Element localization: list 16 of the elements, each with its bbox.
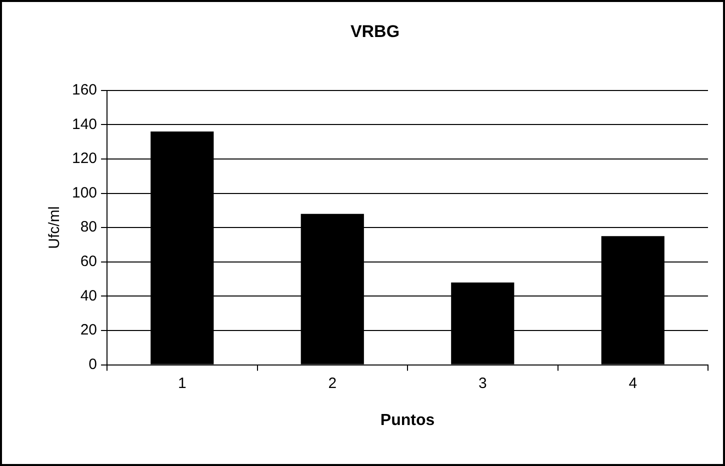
y-tick-label: 160	[72, 82, 98, 99]
y-tick-label: 140	[72, 116, 98, 133]
y-tick-label: 0	[88, 356, 98, 373]
y-tick-label: 80	[80, 218, 98, 236]
x-tick-label: 2	[328, 374, 337, 392]
x-tick-label: 1	[178, 374, 186, 392]
y-axis-title: Ufc/ml	[46, 206, 64, 249]
y-tick-label: 20	[80, 322, 98, 339]
chart-title: VRBG	[350, 22, 400, 41]
x-tick-label: 4	[628, 374, 638, 392]
x-axis-title: Puntos	[380, 412, 435, 429]
y-tick-label: 60	[80, 253, 98, 270]
y-tick-label: 120	[72, 150, 98, 168]
x-tick-label: 3	[478, 374, 487, 392]
y-tick-label: 100	[72, 184, 98, 202]
y-tick-label: 40	[80, 287, 98, 304]
